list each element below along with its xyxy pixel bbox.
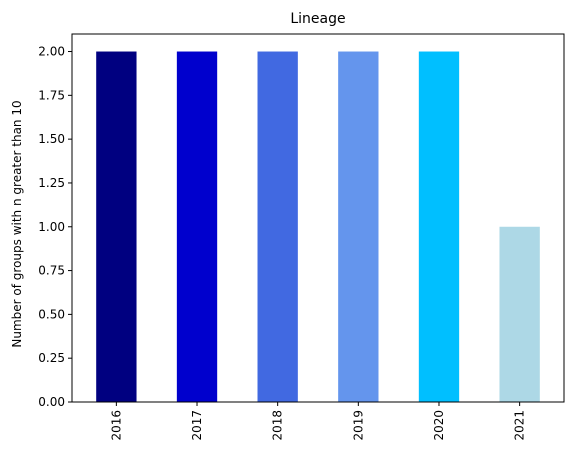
x-tick-label: 2017 (190, 410, 204, 441)
bar-2019 (338, 51, 379, 403)
y-tick-label: 0.50 (38, 307, 65, 321)
y-tick-label: 2.00 (38, 45, 65, 59)
bar-2020 (418, 51, 460, 403)
bar-2016 (96, 51, 137, 403)
x-axis-ticks: 2016 2017 2018 2019 2020 2021 (109, 402, 527, 441)
x-tick-label: 2020 (432, 410, 446, 441)
y-tick-label: 1.75 (38, 88, 65, 102)
bar-2021 (499, 226, 540, 402)
y-tick-label: 0.75 (38, 264, 65, 278)
x-tick-label: 2021 (513, 410, 527, 441)
y-tick-label: 1.00 (38, 220, 65, 234)
bar-2017 (176, 51, 218, 403)
y-axis-label: Number of groups with n greater than 10 (10, 100, 24, 347)
plot-frame (71, 33, 565, 403)
y-tick-label: 1.25 (38, 176, 65, 190)
y-tick-label: 1.50 (38, 132, 65, 146)
x-tick-label: 2018 (271, 410, 285, 441)
chart-title: Lineage (290, 11, 345, 27)
bar-2018 (257, 51, 298, 403)
x-tick-label: 2016 (109, 410, 123, 441)
y-tick-label: 0.00 (38, 395, 65, 409)
y-axis-ticks: 0.00 0.25 0.50 0.75 1.00 1.25 1.50 1.75 2.00 (38, 45, 72, 409)
bars-group (96, 51, 540, 403)
x-tick-label: 2019 (351, 410, 365, 441)
y-tick-label: 0.25 (38, 351, 65, 365)
